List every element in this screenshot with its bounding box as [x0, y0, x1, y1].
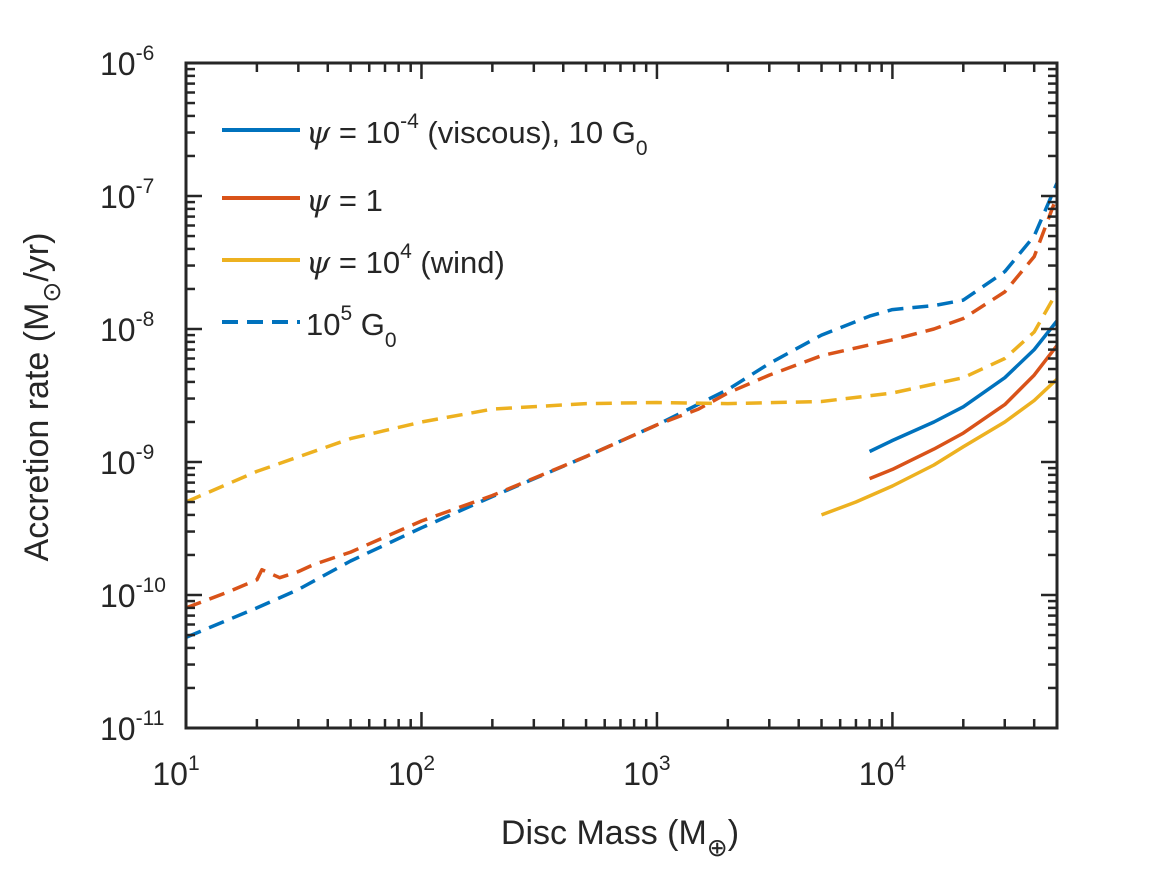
y-tick-label: 10-7: [100, 175, 154, 215]
legend-label-3: 105 G0: [306, 302, 397, 352]
y-tick-exp: -8: [136, 308, 155, 331]
legend-text: 10: [306, 307, 340, 342]
legend-sub: 0: [636, 137, 648, 160]
y-tick-exp: -6: [136, 42, 155, 65]
series-line-5: [185, 291, 1059, 504]
legend-label-2: ψ = 104 (wind): [306, 240, 505, 281]
x-axis-title: Disc Mass (M⊕): [501, 814, 739, 862]
series-line-3: [185, 182, 1059, 640]
x-tick-label: 102: [388, 752, 435, 792]
legend-text: (wind): [412, 245, 505, 280]
y-tick-exp: -7: [136, 175, 155, 198]
x-tick-exp: 2: [423, 752, 435, 775]
y-tick-base: 10: [100, 46, 136, 82]
series-line-0: [868, 319, 1059, 454]
legend-sup: 4: [400, 240, 412, 263]
y-tick-label: 10-11: [100, 707, 164, 747]
y-tick-exp: -11: [136, 707, 165, 730]
legend-text: G: [352, 307, 385, 342]
y-axis-title: Accretion rate (M⊙/yr): [18, 233, 66, 562]
y-tick-base: 10: [100, 179, 136, 215]
y-tick-base: 10: [100, 711, 136, 747]
y-tick-label: 10-8: [100, 308, 154, 348]
legend-psi: ψ: [306, 245, 331, 281]
x-tick-label: 101: [152, 752, 199, 792]
legend-sup: -4: [400, 110, 419, 133]
legend-label-0: ψ = 10-4 (viscous), 10 G0: [306, 110, 648, 160]
series-layer: [185, 182, 1059, 640]
x-tick-base: 10: [623, 756, 659, 792]
legend-label-1: ψ = 1: [306, 183, 383, 219]
legend-text: (viscous), 10 G: [419, 115, 636, 150]
series-line-1: [868, 344, 1059, 481]
legend-psi: ψ: [306, 115, 331, 151]
y-tick-base: 10: [100, 312, 136, 348]
tick-marks: [184, 61, 1059, 730]
y-tick-label: 10-10: [100, 574, 166, 614]
legend-text: = 1: [330, 183, 383, 218]
y-tick-label: 10-6: [100, 42, 154, 82]
legend-psi: ψ: [306, 183, 331, 219]
x-tick-exp: 1: [188, 752, 200, 775]
x-tick-base: 10: [388, 756, 424, 792]
y-tick-base: 10: [100, 578, 136, 614]
x-tick-base: 10: [859, 756, 895, 792]
legend: ψ = 10-4 (viscous), 10 G0ψ = 1ψ = 104 (w…: [222, 110, 648, 352]
series-line-2: [820, 377, 1059, 517]
y-tick-exp: -9: [136, 441, 155, 464]
x-tick-label: 104: [859, 752, 907, 792]
x-tick-label: 103: [623, 752, 670, 792]
x-tick-labels: 101 102 103 104: [152, 752, 906, 792]
legend-sub: 0: [385, 329, 397, 352]
series-line-4: [185, 195, 1059, 610]
x-tick-exp: 3: [659, 752, 671, 775]
y-tick-label: 10-9: [100, 441, 154, 481]
legend-text: = 10: [330, 115, 400, 150]
x-tick-exp: 4: [894, 752, 906, 775]
x-tick-base: 10: [152, 756, 188, 792]
legend-text: = 10: [330, 245, 400, 280]
y-tick-base: 10: [100, 445, 136, 481]
y-tick-exp: -10: [136, 574, 166, 597]
legend-sup: 5: [340, 302, 352, 325]
